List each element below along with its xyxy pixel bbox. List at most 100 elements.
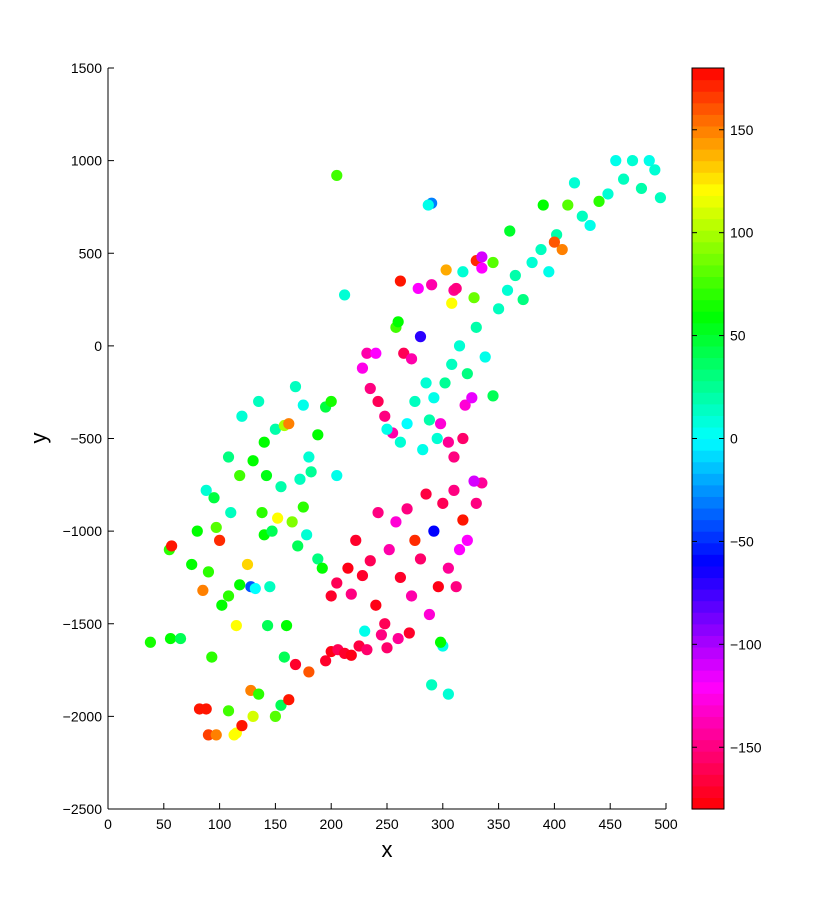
colorbar-swatch: [692, 276, 724, 289]
scatter-point: [230, 620, 242, 632]
scatter-point: [450, 581, 462, 593]
y-tick-label: −1500: [63, 616, 103, 632]
colorbar-swatch: [692, 195, 724, 208]
colorbar-swatch: [692, 484, 724, 497]
scatter-point: [446, 297, 458, 309]
scatter-point: [234, 579, 246, 591]
colorbar-swatch: [692, 623, 724, 636]
scatter-point: [461, 368, 473, 380]
scatter-point: [420, 488, 432, 500]
scatter-point: [379, 410, 391, 422]
colorbar-swatch: [692, 450, 724, 463]
colorbar-swatch: [692, 114, 724, 127]
scatter-point: [426, 279, 438, 291]
scatter-point: [649, 164, 661, 176]
scatter-point: [461, 534, 473, 546]
scatter-point: [537, 199, 549, 211]
scatter-point: [476, 262, 488, 274]
y-tick-label: −2000: [63, 708, 103, 724]
colorbar-swatch: [692, 542, 724, 555]
scatter-point: [439, 377, 451, 389]
scatter-point: [247, 455, 259, 467]
scatter-point: [225, 506, 237, 519]
y-tick-label: 1500: [71, 60, 102, 76]
scatter-point: [548, 236, 561, 248]
colorbar-swatch: [692, 253, 724, 266]
scatter-point: [249, 582, 261, 595]
scatter-point: [409, 534, 421, 546]
scatter-point: [381, 642, 393, 654]
scatter-point: [278, 651, 290, 663]
colorbar-tick-label: −150: [730, 739, 762, 755]
scatter-point: [208, 492, 220, 504]
scatter-point: [260, 469, 273, 482]
colorbar-swatch: [692, 785, 724, 799]
scatter-point: [383, 544, 395, 556]
colorbar-swatch: [692, 149, 724, 162]
scatter-point: [390, 516, 402, 528]
scatter-point: [526, 256, 538, 269]
scatter-point: [174, 632, 187, 645]
scatter-point: [434, 418, 447, 430]
colorbar-swatch: [692, 751, 724, 764]
scatter-point: [392, 316, 404, 328]
colorbar-swatch: [692, 704, 724, 717]
scatter-point: [294, 473, 306, 485]
scatter-point: [450, 282, 462, 295]
scatter-point: [394, 571, 406, 584]
x-tick-label: 100: [208, 816, 232, 832]
colorbar-swatch: [692, 461, 724, 474]
scatter-point: [236, 410, 248, 422]
x-tick-label: 150: [264, 816, 288, 832]
scatter-point: [312, 429, 324, 441]
x-tick-label: 500: [654, 816, 678, 832]
scatter-point: [428, 525, 440, 537]
x-tick-label: 0: [104, 816, 112, 832]
colorbar-swatch: [692, 369, 724, 382]
scatter-point: [420, 377, 432, 389]
colorbar-swatch: [692, 322, 724, 335]
axes: 0 50 100 150 200 250 300 350 400 450 500 −2500 −2000…: [63, 60, 678, 832]
colorbar-swatch: [692, 172, 724, 185]
y-tick-label: 1000: [71, 153, 102, 169]
scatter-point: [626, 155, 639, 167]
scatter-point: [283, 418, 295, 430]
colorbar-swatch: [692, 612, 724, 625]
scatter-point: [394, 436, 406, 448]
scatter-point: [403, 627, 415, 639]
scatter-point: [210, 521, 222, 534]
colorbar-tick-label: 50: [730, 328, 746, 344]
scatter-point: [253, 688, 265, 700]
scatter-point: [261, 620, 274, 632]
scatter-point: [269, 710, 281, 722]
scatter-point: [345, 649, 357, 661]
scatter-point: [370, 347, 382, 359]
colorbar-swatch: [692, 774, 724, 787]
scatter-point: [576, 210, 588, 222]
scatter-point: [342, 562, 354, 574]
colorbar-swatch: [692, 68, 724, 81]
scatter-point: [442, 436, 454, 448]
colorbar-swatch: [692, 635, 724, 648]
colorbar-swatch: [692, 102, 724, 115]
scatter-point: [286, 516, 298, 528]
colorbar-swatch: [692, 264, 724, 278]
scatter-point: [457, 432, 469, 445]
scatter-point: [428, 392, 440, 404]
scatter-point: [562, 199, 574, 211]
scatter-point: [617, 173, 630, 185]
colorbar-swatch: [692, 716, 724, 729]
scatter-point: [509, 269, 521, 282]
scatter-point: [202, 729, 215, 741]
scatter-point: [602, 188, 614, 200]
colorbar-swatch: [692, 357, 724, 370]
scatter-point: [312, 553, 324, 565]
y-tick-label: 0: [94, 338, 102, 354]
colorbar-swatch: [692, 415, 724, 428]
scatter-point: [381, 423, 393, 435]
scatter-point: [297, 399, 309, 411]
x-tick-label: 300: [431, 816, 455, 832]
scatter-point: [440, 264, 452, 276]
scatter-point: [372, 506, 384, 519]
colorbar-swatch: [692, 79, 724, 92]
